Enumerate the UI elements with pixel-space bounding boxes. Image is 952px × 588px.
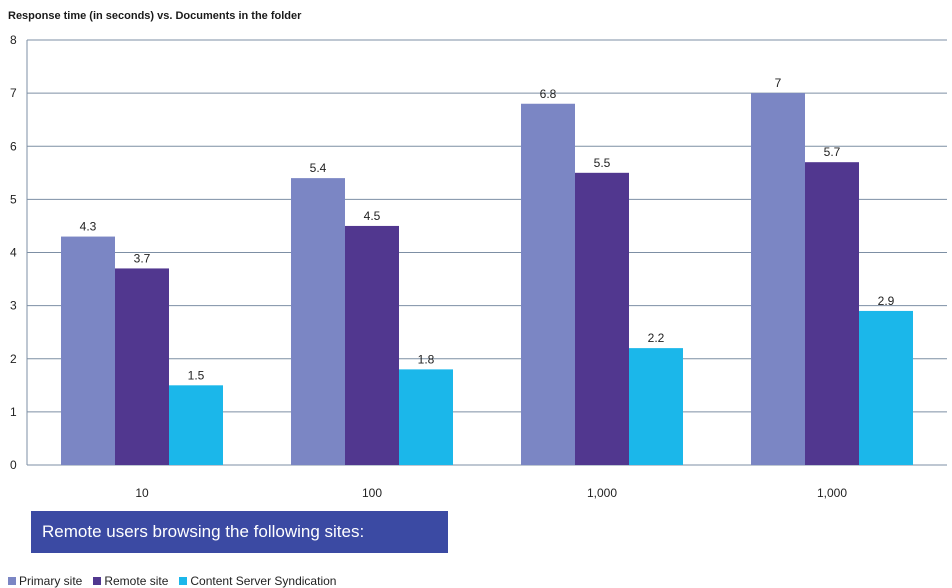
bar-chart: 0 1 2 3 4 5 6 7 8 4.3 3.7 1.5 5.4 4.5 1.8 6.8 5.5 2.2 7 5.…	[10, 33, 947, 500]
data-label-remote-site-0: 3.7	[134, 251, 151, 265]
bars	[61, 93, 913, 465]
sites-banner: Remote users browsing the following site…	[31, 511, 448, 553]
bar-remote-site-0	[115, 268, 169, 465]
data-labels: 4.3 3.7 1.5 5.4 4.5 1.8 6.8 5.5 2.2 7 5.7 2.9	[80, 76, 895, 382]
y-tick-label-5: 5	[10, 192, 17, 206]
data-label-content-server-syndication-3: 2.9	[878, 294, 895, 308]
data-label-primary-site-3: 7	[775, 76, 782, 90]
y-tick-label-8: 8	[10, 33, 17, 47]
data-label-remote-site-2: 5.5	[594, 156, 611, 170]
bar-primary-site-3	[751, 93, 805, 465]
bar-remote-site-3	[805, 162, 859, 465]
data-label-content-server-syndication-2: 2.2	[648, 331, 665, 345]
banner-text: Remote users browsing the following site…	[42, 522, 365, 541]
bar-primary-site-1	[291, 178, 345, 465]
y-axis-ticks: 0 1 2 3 4 5 6 7 8	[10, 33, 17, 472]
y-tick-label-2: 2	[10, 352, 17, 366]
data-label-content-server-syndication-0: 1.5	[188, 368, 205, 382]
legend: Primary site Remote site Content Server …	[8, 574, 347, 588]
legend-swatch-primary-site	[8, 577, 16, 585]
x-tick-label-3: 1,000	[817, 486, 847, 500]
bar-primary-site-0	[61, 236, 115, 465]
y-tick-label-6: 6	[10, 139, 17, 153]
bar-content-server-syndication-0	[169, 385, 223, 465]
data-label-primary-site-1: 5.4	[310, 161, 327, 175]
legend-item-content-server-syndication: Content Server Syndication	[179, 574, 336, 588]
x-tick-label-2: 1,000	[587, 486, 617, 500]
bar-content-server-syndication-3	[859, 310, 913, 465]
legend-swatch-remote-site	[93, 577, 102, 585]
x-tick-label-0: 10	[135, 486, 149, 500]
x-axis-ticks: 10 100 1,000 1,000	[135, 486, 847, 500]
legend-item-primary-site: Primary site	[8, 574, 82, 588]
y-tick-label-4: 4	[10, 246, 17, 260]
legend-label-content-server-syndication: Content Server Syndication	[190, 574, 337, 588]
bar-content-server-syndication-2	[629, 348, 683, 465]
data-label-remote-site-1: 4.5	[364, 209, 381, 223]
y-tick-label-3: 3	[10, 299, 17, 313]
data-label-content-server-syndication-1: 1.8	[418, 352, 435, 366]
y-tick-label-1: 1	[10, 405, 17, 419]
bar-remote-site-2	[575, 172, 629, 465]
x-tick-label-1: 100	[362, 486, 382, 500]
data-label-remote-site-3: 5.7	[824, 145, 841, 159]
y-tick-label-0: 0	[10, 458, 17, 472]
legend-label-remote-site: Remote site	[104, 574, 169, 588]
data-label-primary-site-0: 4.3	[80, 220, 97, 234]
legend-label-primary-site: Primary site	[19, 574, 83, 588]
legend-swatch-content-server-syndication	[179, 577, 188, 585]
bar-remote-site-1	[345, 225, 399, 465]
data-label-primary-site-2: 6.8	[540, 87, 557, 101]
y-tick-label-7: 7	[10, 86, 17, 100]
bar-content-server-syndication-1	[399, 369, 453, 465]
chart-title: Response time (in seconds) vs. Documents…	[8, 10, 302, 22]
bar-primary-site-2	[521, 103, 575, 465]
legend-item-remote-site: Remote site	[93, 574, 168, 588]
